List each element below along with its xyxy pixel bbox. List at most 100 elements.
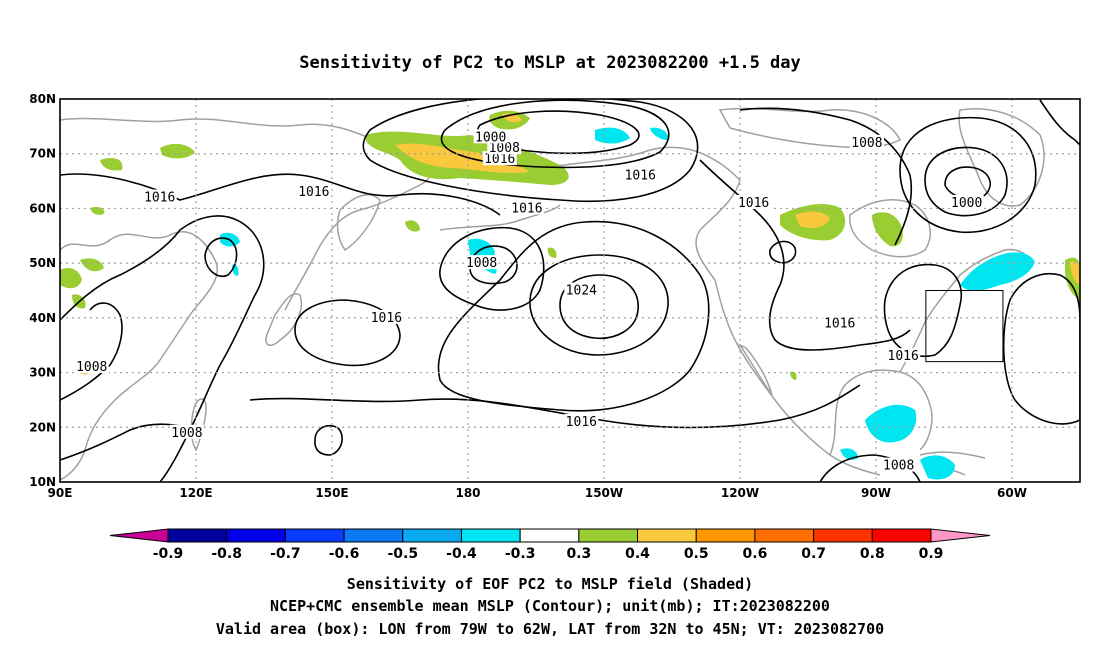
lat-tick-label: 40N <box>29 311 56 325</box>
contour-label-bg <box>949 194 984 209</box>
contour-label: 1016 <box>511 201 542 216</box>
colorbar-segment <box>167 528 228 543</box>
colorbar-segment <box>813 528 873 543</box>
colorbar-segment <box>871 528 932 543</box>
colorbar-label: -0.3 <box>505 546 536 562</box>
contour-1016-asia <box>60 215 265 482</box>
contour-1008-asia <box>60 302 123 401</box>
lat-tick-label: 10N <box>29 475 56 489</box>
map-area: 1016 1016 1016 1008 1008 1008 1016 1008 1000 1016… <box>29 92 1081 500</box>
lat-tick-label: 50N <box>29 256 56 270</box>
contour-1008-bering <box>469 245 518 285</box>
colorbar-label: 0.6 <box>743 546 768 562</box>
colorbar-segment <box>578 528 639 543</box>
latitude-tick-labels: 80N 70N 60N 50N 40N 30N 20N 10N <box>29 92 56 489</box>
map-frame <box>59 98 1081 483</box>
colorbar-label: 0.4 <box>625 546 650 562</box>
shade-yellow-bc <box>795 211 830 228</box>
contour-1016-na <box>699 159 911 351</box>
contour-label-bg <box>169 424 204 439</box>
figure-title: Sensitivity of PC2 to MSLP at 2023082200… <box>299 53 801 73</box>
contour-label-bg <box>886 348 921 363</box>
shade-cyan-caribbean <box>840 404 955 480</box>
coastline-philippines <box>190 398 207 452</box>
lat-tick-label: 70N <box>29 147 56 161</box>
contour-label: 1008 <box>851 136 882 151</box>
contour-label: 1016 <box>298 185 329 200</box>
contour-label-bg <box>849 134 884 149</box>
contour-1016-west <box>294 299 401 367</box>
coastline-arctic-islands <box>718 107 902 149</box>
contour-label: 1016 <box>824 316 855 331</box>
contour-label: 1000 <box>475 130 506 145</box>
caption-line-2: NCEP+CMC ensemble mean MSLP (Contour); u… <box>270 597 830 615</box>
contour-aleutian-low-3 <box>362 99 699 203</box>
contour-label-bg <box>487 140 522 155</box>
lon-tick-label: 90W <box>861 486 891 500</box>
contour-label: 1000 <box>951 196 982 211</box>
coastline-greenland <box>958 108 1045 207</box>
contour-label-bg <box>296 184 331 199</box>
contour-labels: 1016 1016 1016 1008 1008 1008 1016 1008 1000 1016… <box>74 129 984 474</box>
contour-label-bg <box>881 457 916 472</box>
contour-high-center <box>559 274 639 339</box>
contour-label: 1008 <box>466 256 497 271</box>
colorbar-label: -0.7 <box>270 546 301 562</box>
colorbar-label: 0.5 <box>684 546 709 562</box>
contour-label-bg <box>822 315 857 330</box>
lat-tick-label: 60N <box>29 201 56 215</box>
lon-tick-label: 60W <box>997 486 1027 500</box>
longitude-tick-labels: 90E 120E 150E 180 150W 120W 90W 60W <box>48 486 1027 500</box>
lon-tick-label: 150E <box>315 486 348 500</box>
contour-label: 1016 <box>484 152 515 167</box>
shade-yellow-bering <box>395 143 530 173</box>
colorbar-label: -0.4 <box>446 546 477 562</box>
contour-label-bg <box>74 359 109 374</box>
contour-label-bg <box>564 282 599 297</box>
contour-aleutian-low-2 <box>440 99 670 169</box>
colorbar-label: -0.6 <box>329 546 360 562</box>
colorbar-segment <box>754 528 815 543</box>
coastline-asia-east <box>60 231 218 481</box>
colorbar-segment <box>695 528 756 543</box>
colorbar-segment <box>402 528 462 543</box>
contour-atlantic-high <box>1002 273 1080 425</box>
colorbar-segment <box>284 528 345 543</box>
contour-low-bering <box>439 226 545 311</box>
contour-label: 1016 <box>566 415 597 430</box>
contour-low-greenland-1 <box>944 166 991 200</box>
lon-tick-label: 150W <box>585 486 623 500</box>
coastline-aleutians <box>439 204 561 231</box>
sensitivity-shading <box>60 110 1080 480</box>
contour-label-bg <box>142 189 177 204</box>
valid-area-box <box>925 290 1004 363</box>
colorbar-label: 0.3 <box>566 546 591 562</box>
contour-na-low-small <box>769 240 797 264</box>
contour-label-bg <box>464 255 499 270</box>
contour-label-bg <box>473 129 508 144</box>
contour-label: 1016 <box>738 196 769 211</box>
lon-tick-label: 120W <box>721 486 759 500</box>
coastlines <box>60 107 1045 481</box>
colorbar-label: -0.8 <box>211 546 242 562</box>
coastline-hudson-bay <box>849 199 931 258</box>
shade-green-siberia <box>100 143 195 171</box>
colorbar-label: 0.8 <box>860 546 885 562</box>
contour-label-bg <box>482 151 517 166</box>
colorbar-segment <box>637 528 697 543</box>
contour-label: 1008 <box>883 459 914 474</box>
contour-label-bg <box>623 167 658 182</box>
colorbar-label: -0.9 <box>153 546 184 562</box>
coastline-gulf-mexico <box>829 369 933 456</box>
contour-label: 1024 <box>566 284 597 299</box>
contour-label: 1008 <box>76 360 107 375</box>
contour-label: 1008 <box>171 426 202 441</box>
colorbar-label: 0.7 <box>801 546 826 562</box>
shade-yellow-right-edge <box>1070 261 1080 285</box>
colorbar-segment <box>519 528 580 543</box>
contour-label: 1016 <box>888 349 919 364</box>
shade-green-west <box>60 206 105 309</box>
colorbar-label: -0.5 <box>387 546 418 562</box>
lat-tick-label: 30N <box>29 366 56 380</box>
